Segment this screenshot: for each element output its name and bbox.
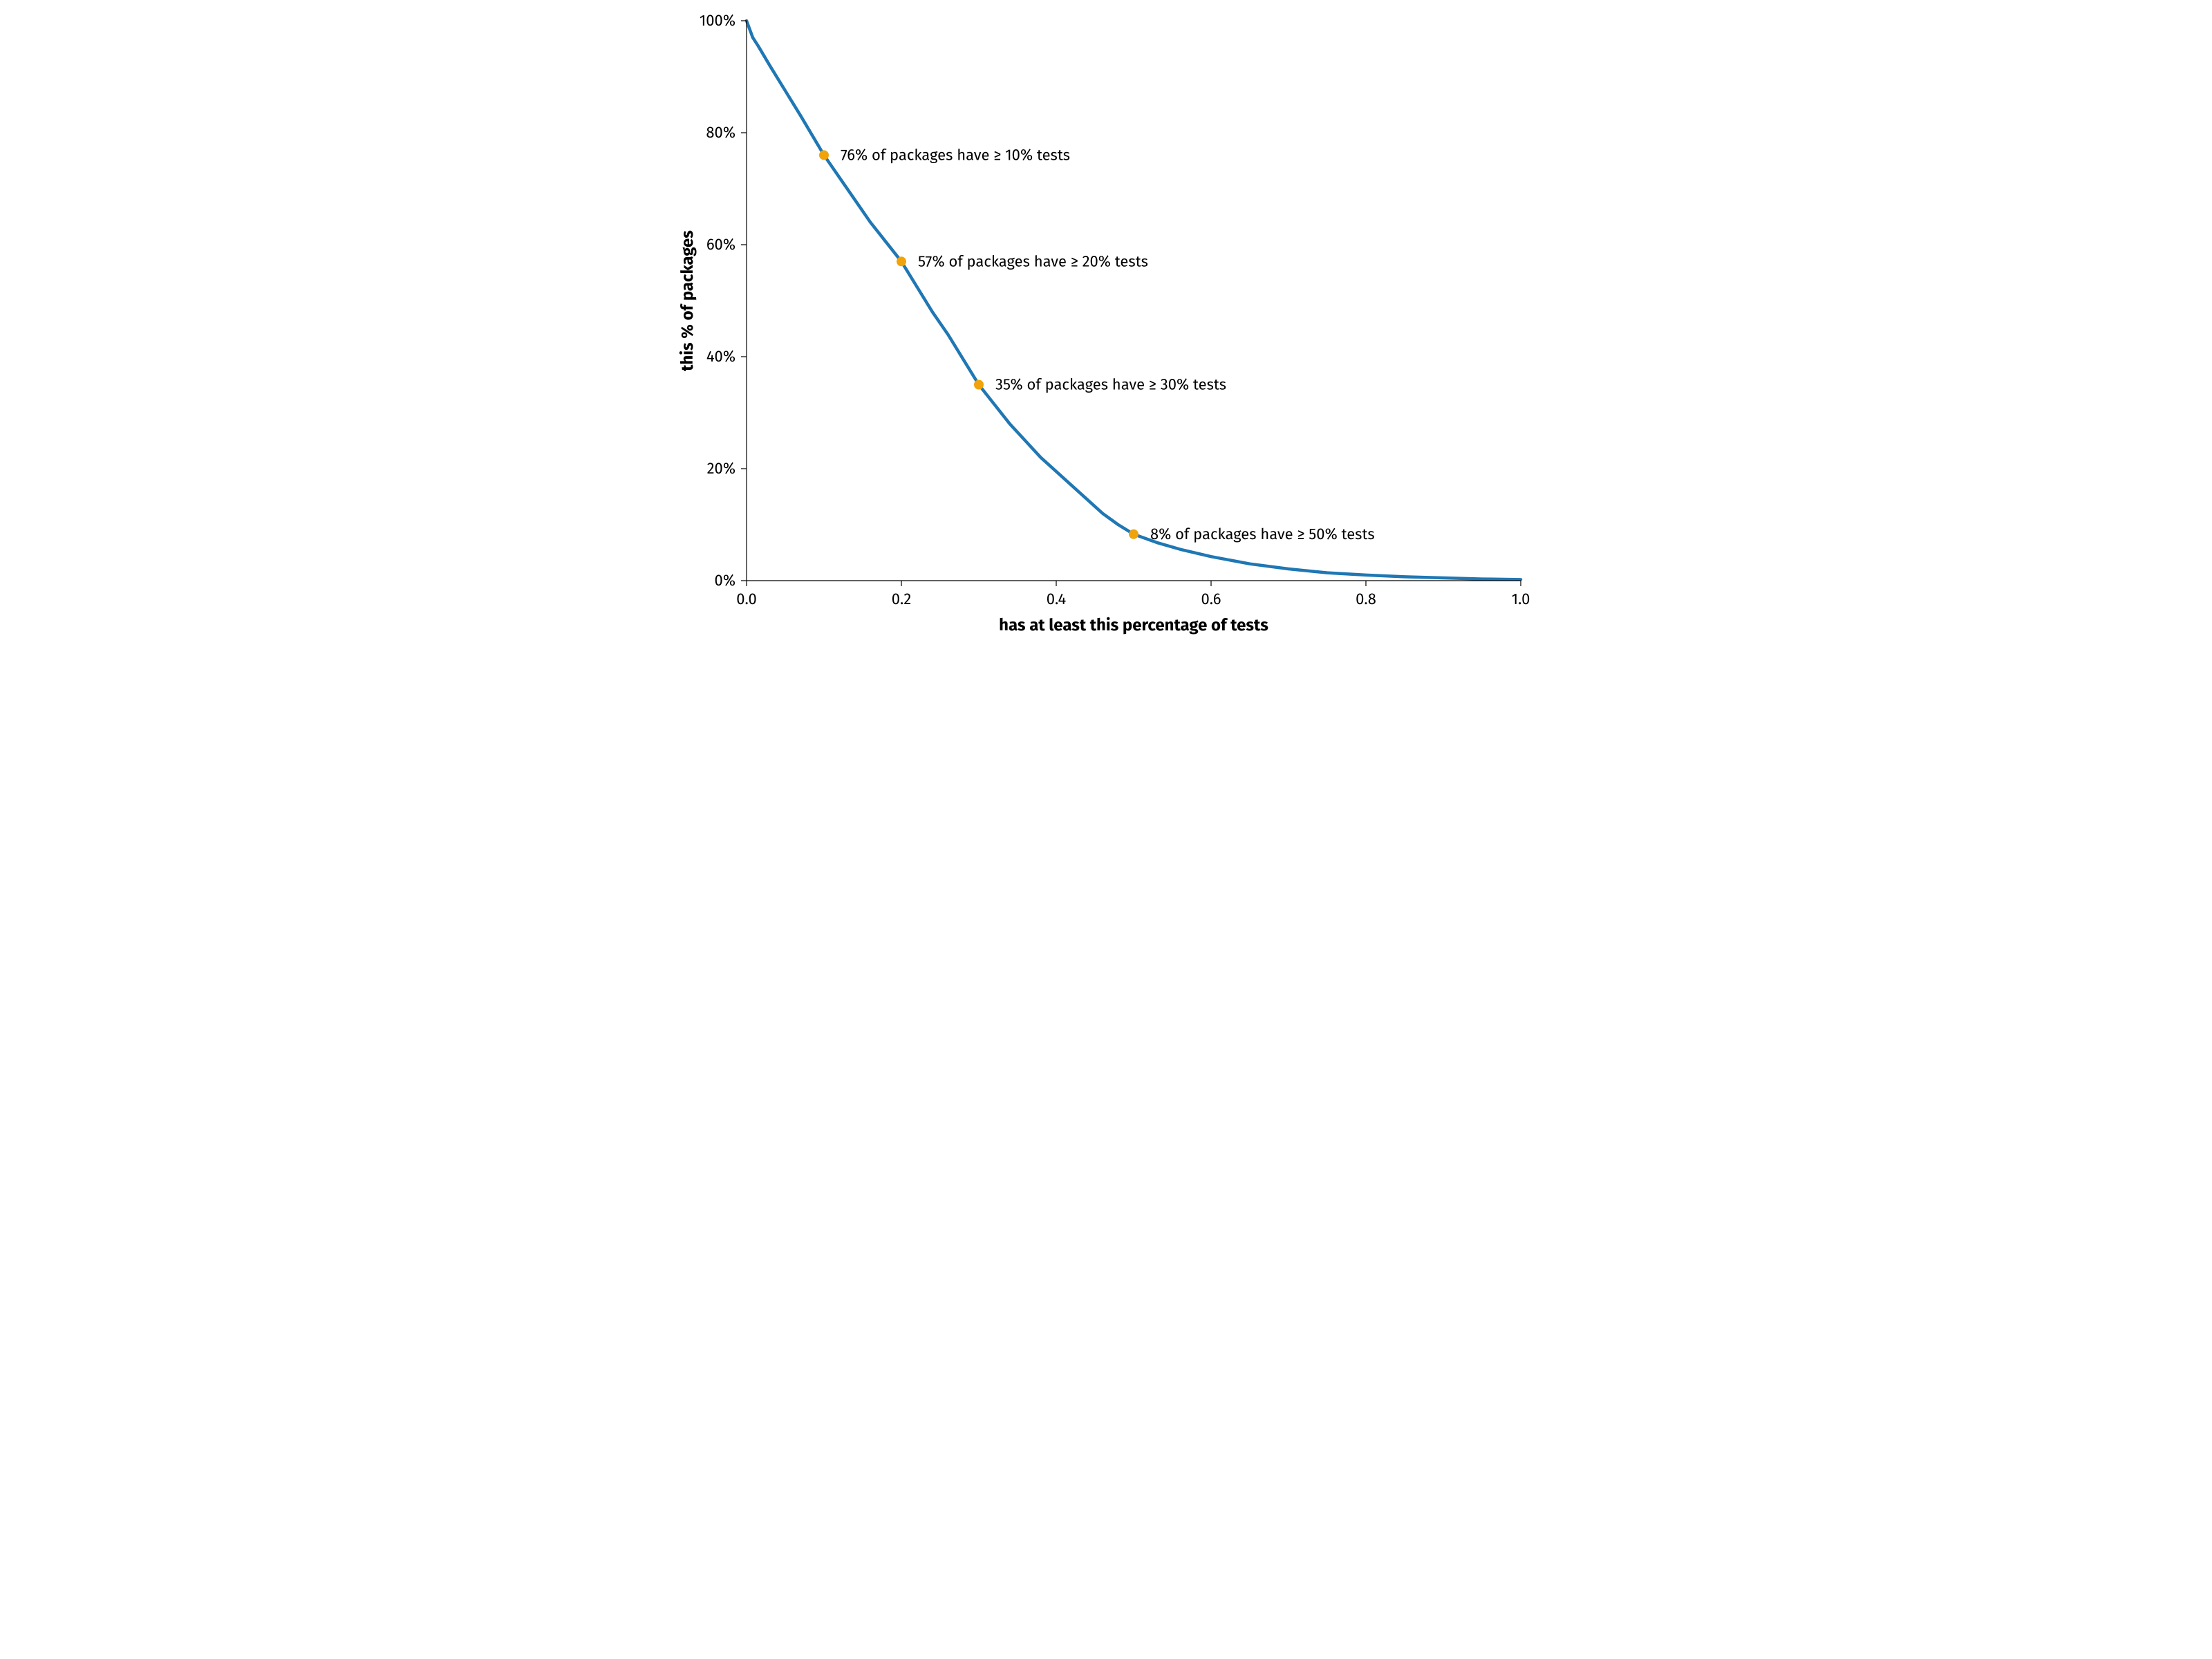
y-tick-label: 20%: [707, 459, 735, 478]
annotation-label: 76% of packages have ≥ 10% tests: [841, 145, 1070, 164]
y-axis-label: this % of packages: [678, 230, 697, 371]
x-tick-label: 0.2: [892, 590, 911, 608]
chart-container: 0.0 0.2 0.4 0.6 0.8 1.0 0% 20% 40% 60% 80% 100% has …: [664, 0, 1548, 664]
annotation-label: 35% of packages have ≥ 30% tests: [995, 375, 1226, 394]
x-tick-label: 0.0: [736, 590, 757, 608]
annotation-marker: [1130, 529, 1138, 538]
x-axis-label: has at least this percentage of tests: [999, 616, 1268, 635]
y-tick-label: 80%: [706, 123, 735, 142]
annotation-marker: [820, 151, 829, 160]
y-tick-label: 60%: [706, 235, 735, 254]
annotation-label: 8% of packages have ≥ 50% tests: [1150, 525, 1375, 543]
cdf-chart: 0.0 0.2 0.4 0.6 0.8 1.0 0% 20% 40% 60% 80% 100% has …: [664, 0, 1548, 664]
x-tick-label: 1.0: [1512, 590, 1530, 608]
y-tick-label: 40%: [706, 347, 735, 366]
annotation-marker: [975, 380, 984, 389]
annotation-marker: [897, 257, 906, 266]
x-tick-label: 0.4: [1047, 590, 1067, 608]
x-tick-label: 0.6: [1201, 590, 1221, 608]
y-tick-label: 100%: [700, 11, 735, 30]
annotation-label: 57% of packages have ≥ 20% tests: [918, 252, 1148, 270]
y-tick-label: 0%: [715, 571, 735, 590]
x-tick-label: 0.8: [1356, 590, 1376, 608]
